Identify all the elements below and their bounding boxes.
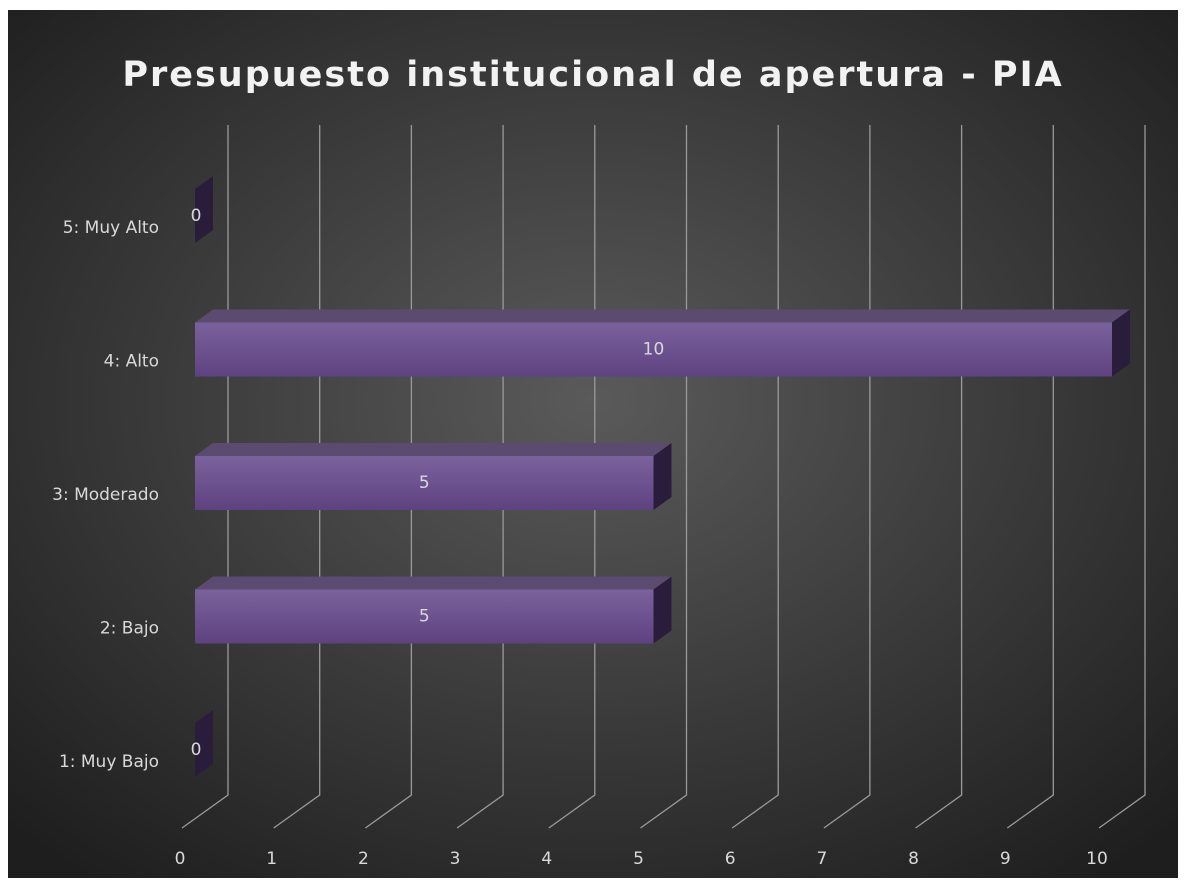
data-label: 0 (191, 740, 202, 760)
bar-side (653, 576, 672, 644)
x-tick-label: 3 (450, 849, 461, 869)
x-tick-label: 0 (175, 849, 186, 869)
grid-line (1098, 125, 1146, 829)
data-label: 5 (419, 607, 430, 627)
bar-top (195, 309, 1130, 323)
data-label: 0 (191, 206, 202, 226)
x-tick-label: 8 (908, 849, 919, 869)
data-label: 10 (643, 340, 665, 360)
bar-top (195, 576, 672, 590)
data-label: 5 (419, 473, 430, 493)
y-tick-label: 4: Alto (104, 352, 159, 372)
y-tick-label: 2: Bajo (100, 619, 159, 639)
bar-side (195, 710, 213, 777)
x-tick-label: 2 (358, 849, 369, 869)
y-tick-label: 5: Muy Alto (63, 218, 159, 238)
x-tick-label: 10 (1086, 849, 1108, 869)
y-tick-label: 1: Muy Bajo (59, 752, 159, 772)
x-tick-label: 9 (1000, 849, 1011, 869)
y-tick-label: 3: Moderado (52, 485, 159, 505)
x-tick-label: 5 (633, 849, 644, 869)
x-tick-label: 7 (816, 849, 827, 869)
x-tick-label: 4 (541, 849, 552, 869)
bar (195, 322, 1112, 377)
bar-side (1112, 309, 1130, 377)
x-tick-label: 6 (725, 849, 736, 869)
bar (195, 456, 654, 510)
bar-side (653, 443, 672, 510)
bar-side (195, 176, 213, 243)
bar-top (195, 443, 672, 456)
chart-title: Presupuesto institucional de apertura - … (122, 55, 1063, 95)
bar (195, 589, 654, 644)
x-tick-label: 1 (266, 849, 277, 869)
